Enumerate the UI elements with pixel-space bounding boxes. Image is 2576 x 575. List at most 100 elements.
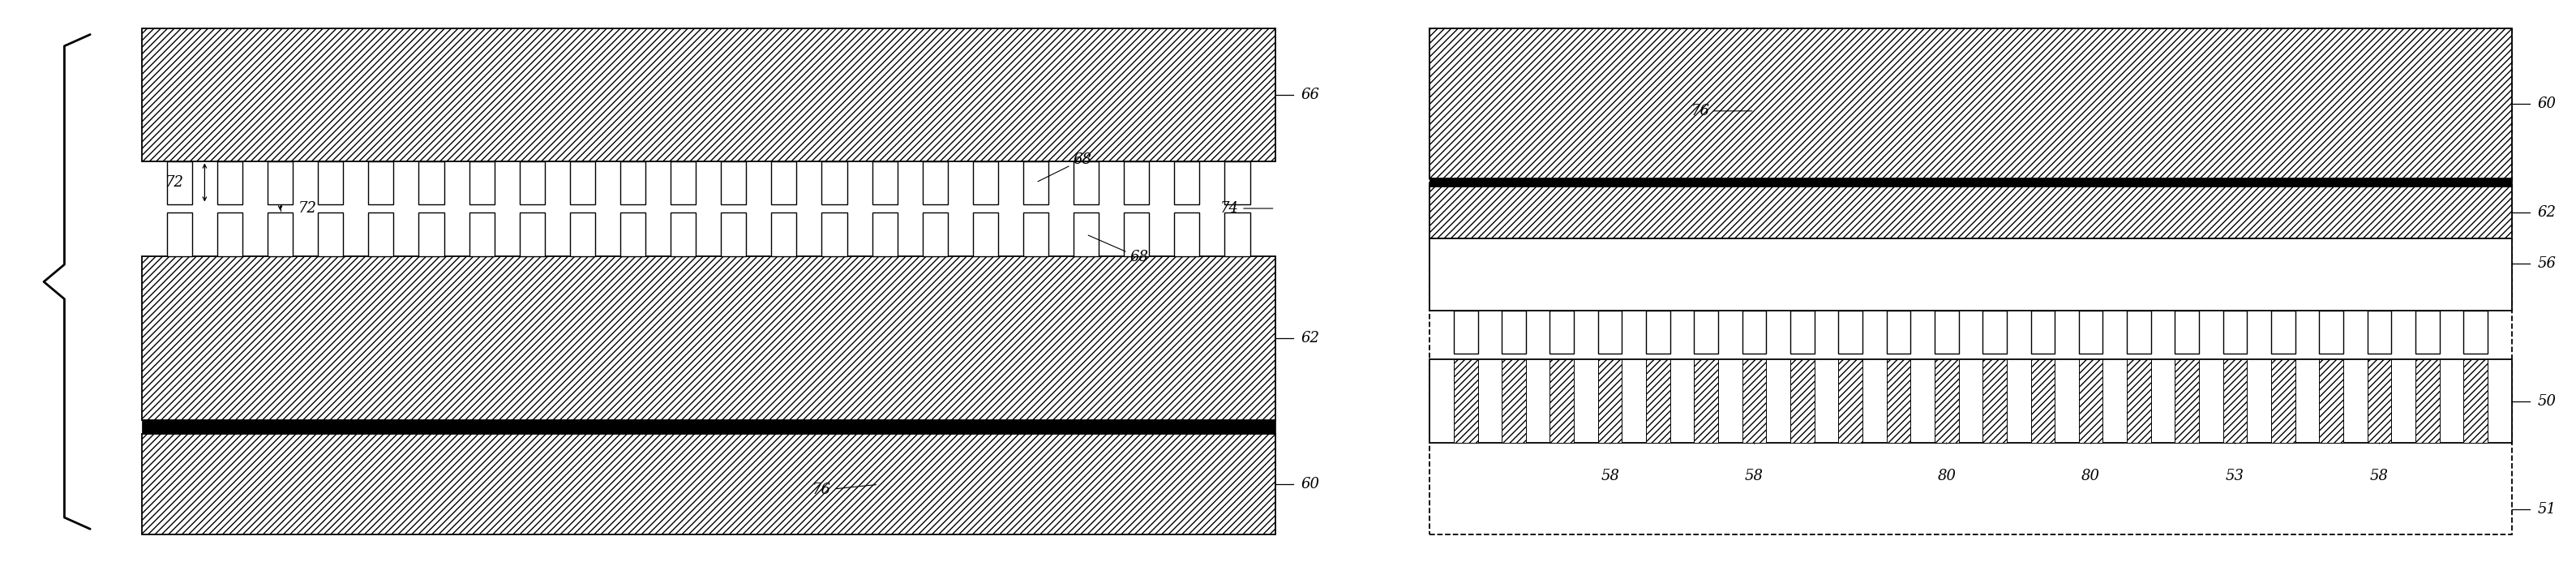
Bar — [770, 161, 796, 204]
Bar — [822, 213, 848, 256]
Bar — [1430, 239, 2512, 311]
Bar — [1502, 359, 1525, 443]
Text: 56: 56 — [2537, 256, 2555, 271]
Text: 74: 74 — [1221, 201, 1273, 216]
Bar — [621, 161, 647, 204]
Bar — [569, 213, 595, 256]
Bar — [1741, 310, 1767, 354]
Bar — [2272, 310, 2295, 354]
Bar — [1175, 161, 1200, 204]
Bar — [1790, 359, 1814, 443]
Bar — [142, 29, 1275, 161]
Bar — [2174, 310, 2200, 354]
Bar — [420, 213, 443, 256]
Text: 68: 68 — [1038, 152, 1092, 182]
Bar — [1023, 161, 1048, 204]
Bar — [1984, 310, 2007, 354]
Bar — [1430, 29, 2512, 535]
Bar — [1935, 310, 1958, 354]
Bar — [1430, 187, 2512, 239]
Bar — [2416, 359, 2439, 443]
Bar — [1224, 161, 1249, 204]
Bar — [469, 213, 495, 256]
Bar — [1074, 213, 1100, 256]
Bar — [268, 161, 294, 204]
Bar — [1023, 213, 1048, 256]
Bar — [142, 420, 1275, 434]
Bar — [2318, 310, 2344, 354]
Text: 80: 80 — [1937, 469, 1955, 484]
Text: 60: 60 — [2537, 96, 2555, 111]
Bar — [2128, 359, 2151, 443]
Bar — [317, 161, 343, 204]
Text: 62: 62 — [1301, 331, 1319, 345]
Bar — [569, 161, 595, 204]
Text: 68: 68 — [1087, 235, 1149, 264]
Bar — [1984, 359, 2007, 443]
Bar — [2463, 310, 2488, 354]
Bar — [469, 161, 495, 204]
Bar — [1741, 359, 1767, 443]
Bar — [1646, 359, 1669, 443]
Bar — [2174, 359, 2200, 443]
Bar — [873, 213, 896, 256]
Bar — [142, 256, 1275, 420]
Bar — [1453, 310, 1479, 354]
Bar — [721, 161, 747, 204]
Text: 58: 58 — [1744, 469, 1765, 484]
Bar — [1175, 213, 1200, 256]
Bar — [2416, 310, 2439, 354]
Bar — [2128, 310, 2151, 354]
Bar — [2079, 310, 2102, 354]
Bar — [1839, 310, 1862, 354]
Bar — [770, 213, 796, 256]
Bar — [2463, 359, 2488, 443]
Bar — [1430, 359, 2512, 443]
Text: 60: 60 — [1301, 477, 1319, 492]
Bar — [1430, 29, 2512, 178]
Bar — [1935, 359, 1958, 443]
Bar — [1123, 161, 1149, 204]
Bar — [974, 213, 997, 256]
Bar — [922, 213, 948, 256]
Text: 80: 80 — [2081, 469, 2099, 484]
Text: 72: 72 — [165, 175, 183, 190]
Bar — [268, 213, 294, 256]
Bar — [670, 161, 696, 204]
Text: 50: 50 — [2537, 394, 2555, 408]
Bar — [142, 434, 1275, 535]
Bar — [520, 161, 544, 204]
Bar — [1123, 213, 1149, 256]
Bar — [1453, 359, 1479, 443]
Bar — [2272, 359, 2295, 443]
Bar — [1502, 310, 1525, 354]
Bar — [2367, 310, 2391, 354]
Bar — [1597, 310, 1623, 354]
Bar — [1886, 359, 1911, 443]
Text: 58: 58 — [1600, 469, 1620, 484]
Bar — [216, 213, 242, 256]
Bar — [721, 213, 747, 256]
Bar — [2030, 359, 2056, 443]
Bar — [1551, 310, 1574, 354]
Bar — [1551, 359, 1574, 443]
Bar — [1430, 178, 2512, 187]
Bar — [420, 161, 443, 204]
Bar — [317, 213, 343, 256]
Bar — [922, 161, 948, 204]
Bar — [1839, 359, 1862, 443]
Text: 76: 76 — [811, 483, 876, 497]
Bar — [167, 213, 193, 256]
Bar — [621, 213, 647, 256]
Bar — [822, 161, 848, 204]
Bar — [2030, 310, 2056, 354]
Bar — [1886, 310, 1911, 354]
Text: 58: 58 — [2370, 469, 2388, 484]
Bar — [873, 161, 896, 204]
Bar — [2079, 359, 2102, 443]
Bar — [1646, 310, 1669, 354]
Bar — [1695, 310, 1718, 354]
Bar — [368, 213, 394, 256]
Bar — [974, 161, 997, 204]
Bar — [167, 161, 193, 204]
